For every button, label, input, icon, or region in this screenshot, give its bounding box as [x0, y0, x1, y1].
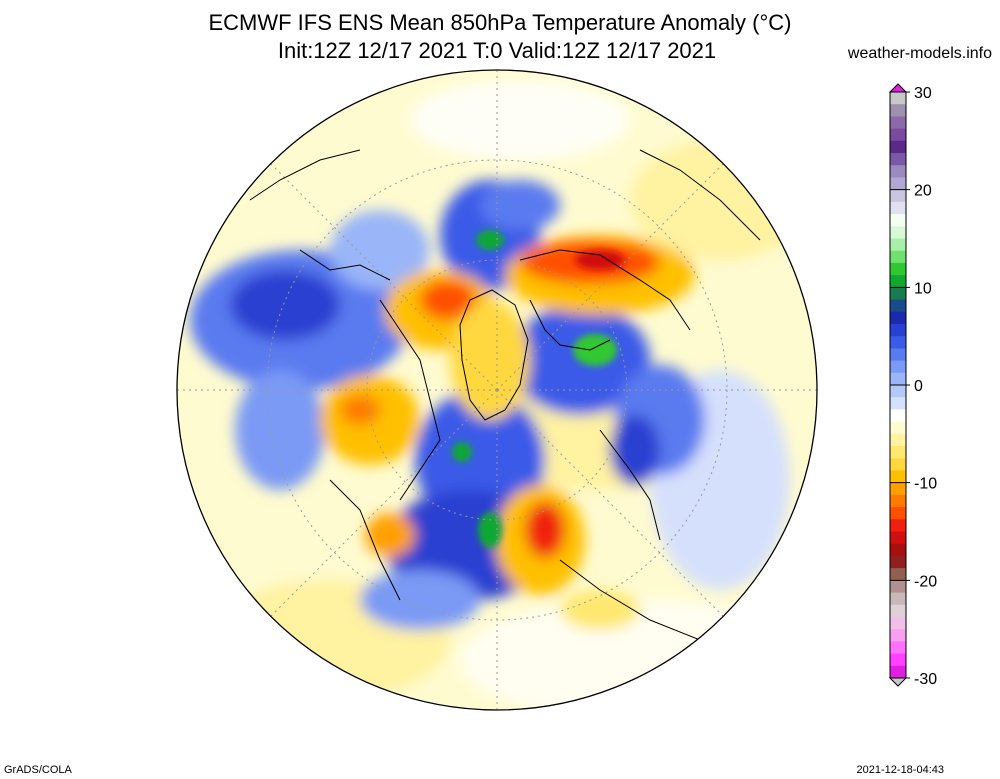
- colorbar-swatch: [890, 311, 906, 325]
- colorbar-swatch: [890, 140, 906, 154]
- colorbar-swatch: [890, 653, 906, 667]
- colorbar-swatch: [890, 372, 906, 386]
- colorbar-swatch: [890, 360, 906, 374]
- colorbar-swatch: [890, 531, 906, 545]
- colorbar-swatch: [890, 458, 906, 471]
- colorbar-swatch: [890, 201, 906, 215]
- colorbar-swatch: [890, 262, 906, 276]
- colorbar-swatch: [890, 336, 906, 349]
- colorbar-swatch: [890, 665, 906, 679]
- colorbar-swatch: [890, 397, 906, 410]
- colorbar-swatch: [890, 592, 906, 606]
- colorbar-swatch: [890, 177, 906, 191]
- colorbar-swatch: [890, 555, 906, 569]
- colorbar-swatch: [890, 214, 906, 227]
- colorbar-swatch: [890, 482, 906, 496]
- colorbar-swatch: [890, 385, 906, 398]
- colorbar-swatch: [890, 275, 906, 288]
- colorbar-swatch: [890, 128, 906, 142]
- colorbar-swatch: [890, 568, 906, 581]
- anomaly-field: [177, 70, 817, 710]
- colorbar-swatch: [890, 494, 906, 508]
- chart-title: ECMWF IFS ENS Mean 850hPa Temperature An…: [208, 10, 792, 35]
- site-label: weather-models.info: [847, 45, 992, 62]
- colorbar-swatch: [890, 299, 906, 313]
- colorbar-swatch: [890, 446, 906, 459]
- colorbar-swatch: [890, 189, 906, 203]
- colorbar-tick-label: 20: [914, 183, 932, 200]
- colorbar-tick-label: 10: [914, 280, 932, 297]
- colorbar-swatch: [890, 250, 906, 264]
- colorbar-swatch: [890, 470, 906, 484]
- colorbar-swatch: [890, 641, 906, 655]
- map-boundary: [176, 69, 818, 711]
- colorbar-swatch: [890, 543, 906, 557]
- colorbar-swatch: [890, 287, 906, 301]
- colorbar-top-arrow: [888, 83, 908, 93]
- colorbar-swatch: [890, 519, 906, 532]
- colorbar-swatch: [890, 238, 906, 252]
- colorbar-tick-label: -20: [914, 573, 937, 590]
- colorbar-swatch: [890, 92, 906, 105]
- colorbar-swatch: [890, 616, 906, 630]
- footer-software: GrADS/COLA: [4, 764, 72, 776]
- colorbar-tick-label: -10: [914, 476, 937, 493]
- colorbar-swatch: [890, 348, 906, 362]
- colorbar-tick-label: -30: [914, 671, 937, 688]
- colorbar-bottom-arrow: [888, 677, 908, 687]
- chart-subtitle: Init:12Z 12/17 2021 T:0 Valid:12Z 12/17 …: [277, 38, 717, 63]
- colorbar-swatch: [890, 153, 906, 166]
- colorbar-swatch: [890, 165, 906, 178]
- colorbar-swatch: [890, 629, 906, 642]
- colorbar-swatch: [890, 226, 906, 239]
- colorbar-swatch: [890, 580, 906, 594]
- footer-timestamp: 2021-12-18-04:43: [856, 764, 944, 776]
- colorbar-swatch: [890, 604, 906, 618]
- colorbar-swatch: [890, 409, 906, 423]
- colorbar-swatch: [890, 104, 906, 117]
- colorbar-legend: 30 20 10 0 -10 -20 -30: [888, 83, 937, 688]
- colorbar-swatch: [890, 507, 906, 520]
- colorbar-tick-label: 0: [914, 378, 923, 395]
- colorbar-swatch: [890, 421, 906, 435]
- colorbar-swatch: [890, 433, 906, 447]
- colorbar-swatch: [890, 323, 906, 337]
- colorbar-swatch: [890, 116, 906, 130]
- colorbar-tick-label: 30: [914, 85, 932, 102]
